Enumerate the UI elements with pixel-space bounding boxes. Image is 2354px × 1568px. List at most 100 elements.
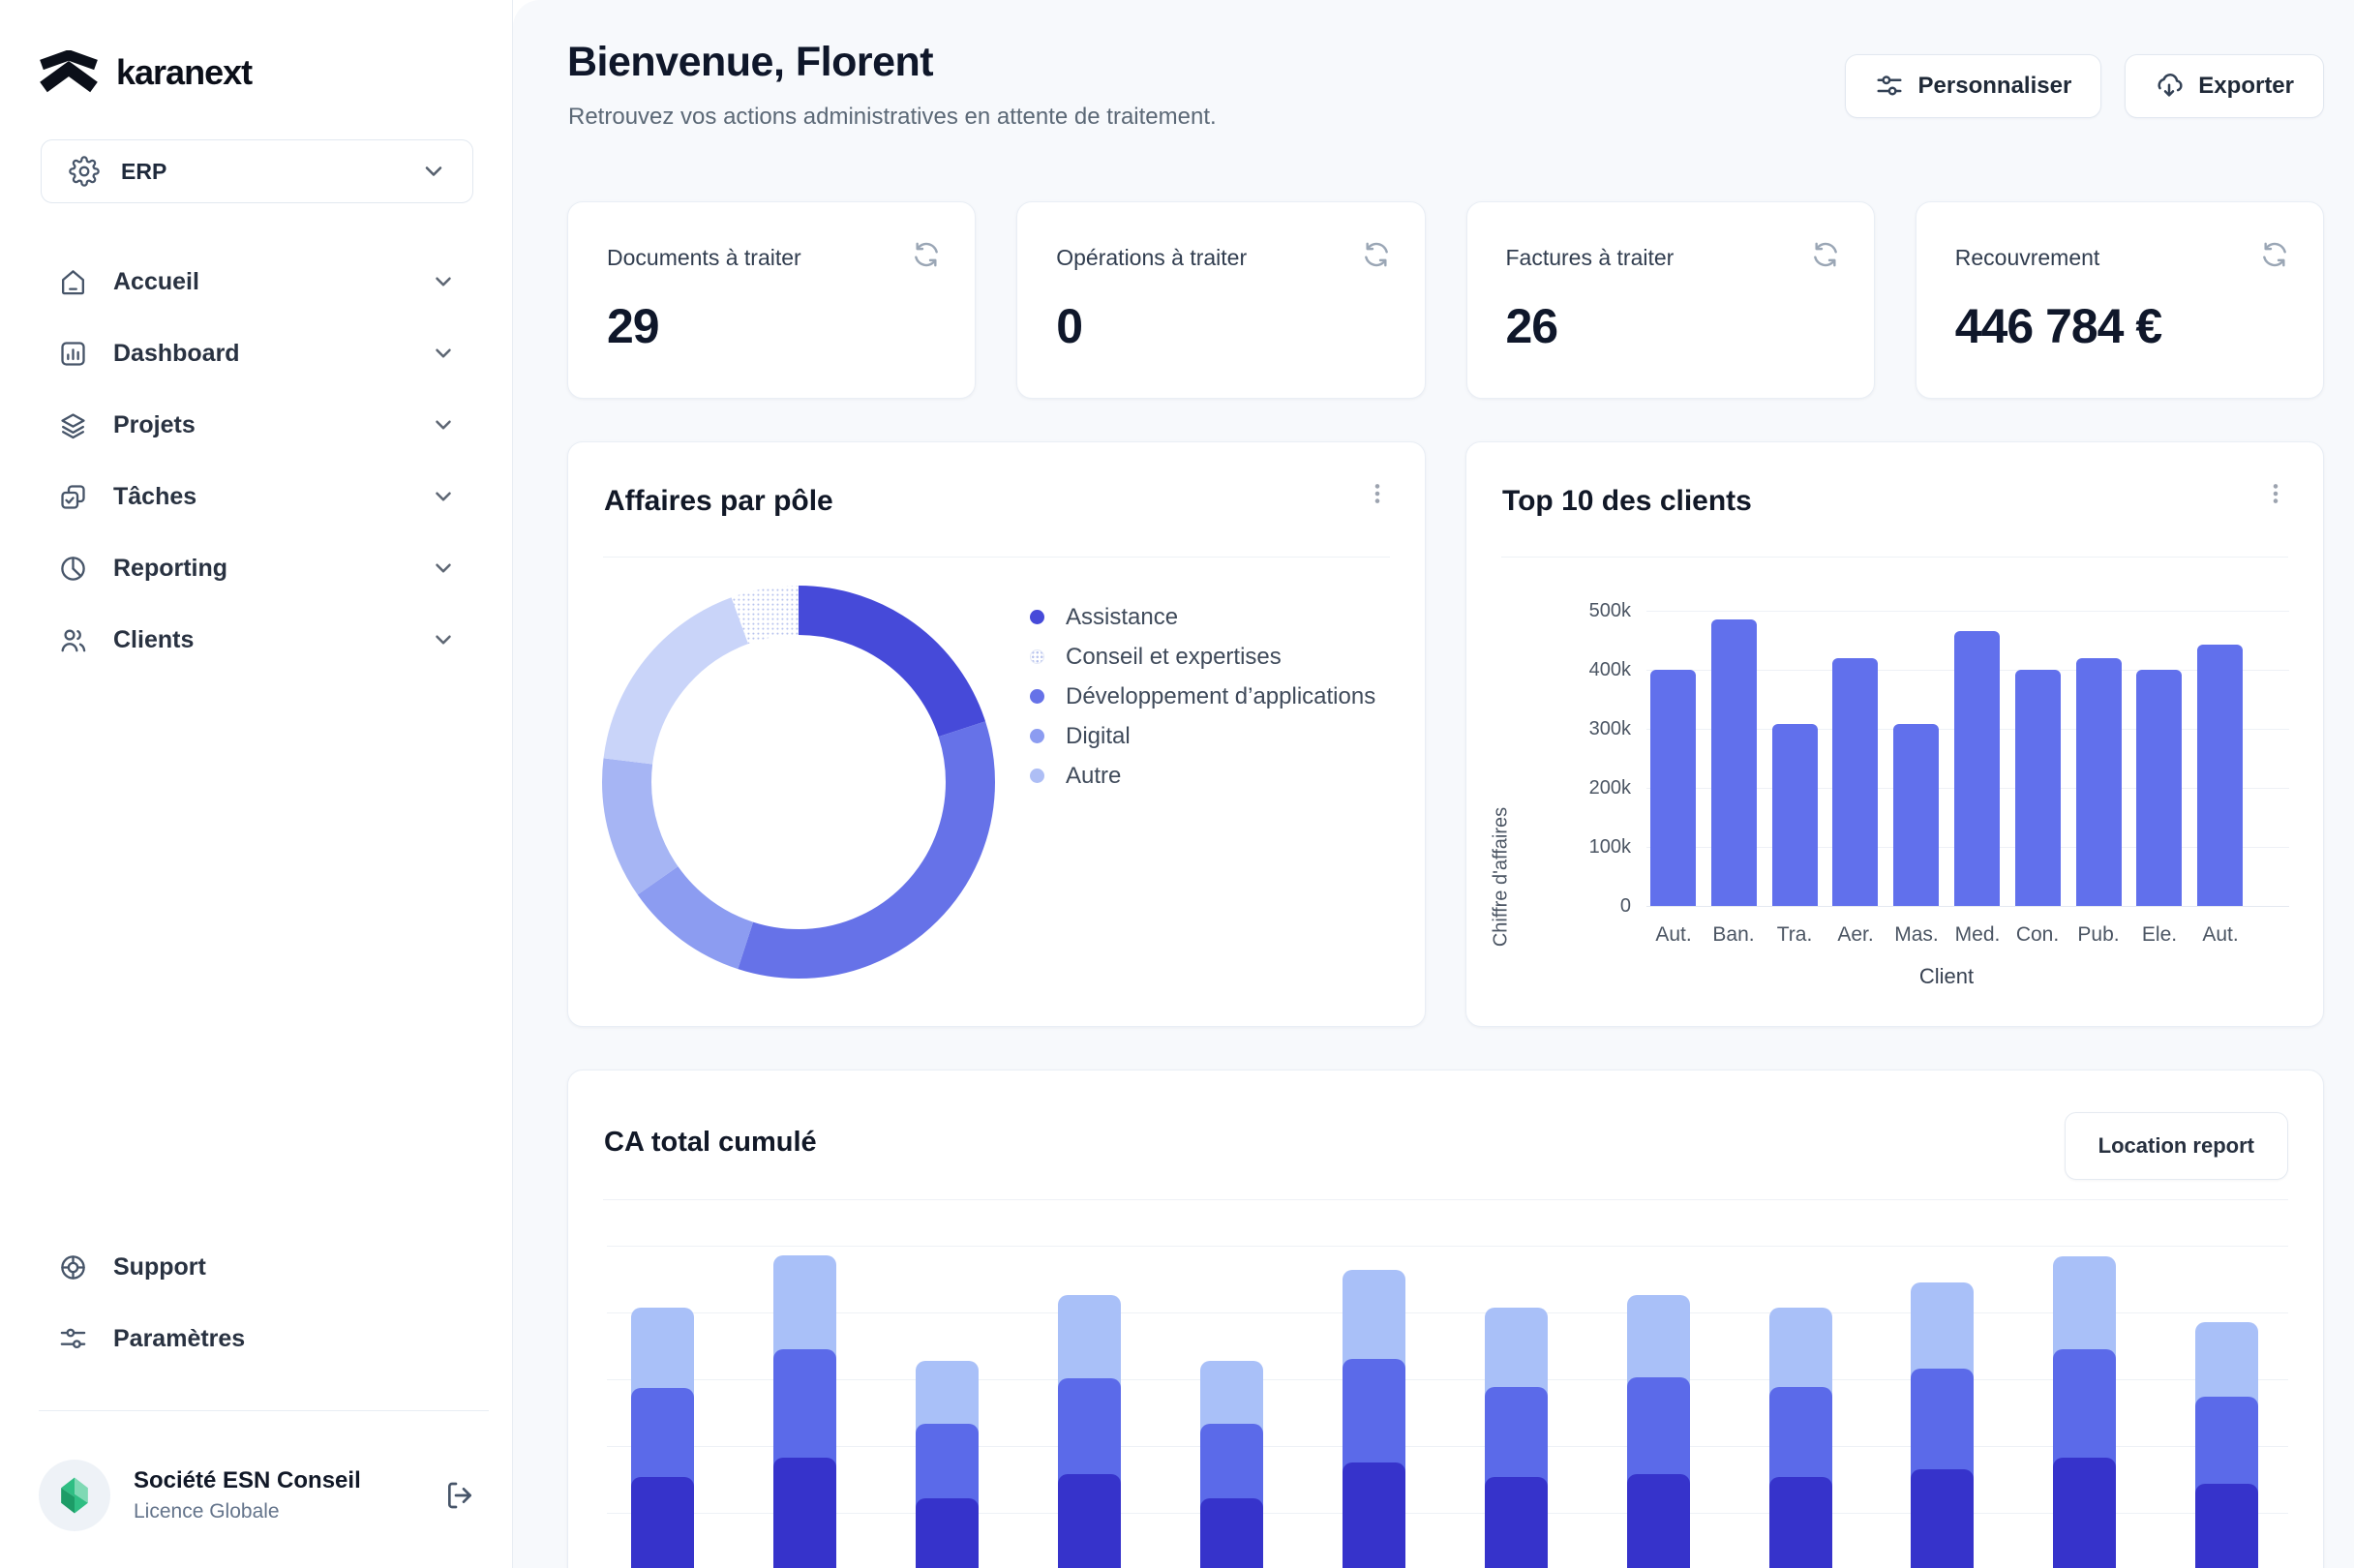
x-axis-title: Client — [1918, 964, 1975, 988]
x-tick-label: Aut. — [1655, 923, 1692, 946]
exporter-label: Exporter — [2198, 73, 2294, 99]
bar-Aer. — [1832, 658, 1878, 906]
bar-Mas. — [1893, 724, 1939, 906]
card-title: CA total cumulé — [604, 1127, 817, 1158]
legend-item: Assistance — [1030, 597, 1375, 637]
chevron-down-icon — [431, 627, 456, 652]
top10-clients-card: Top 10 des clients Chiffre d'affaires Cl… — [1465, 441, 2324, 1027]
refresh-icon[interactable] — [2259, 239, 2290, 270]
gridline — [607, 1312, 2288, 1313]
top10-bar-chart: Chiffre d'affaires Client 0 100k 200k 300k 4… — [1466, 558, 2323, 1026]
ca-stacked-bar-chart — [568, 1200, 2323, 1568]
stacked-bar-bottom-segment — [1627, 1474, 1690, 1568]
logout-icon[interactable] — [444, 1480, 475, 1511]
more-options-icon[interactable] — [2263, 481, 2288, 506]
card-divider — [603, 1199, 2288, 1200]
refresh-icon[interactable] — [1810, 239, 1841, 270]
stat-card: Factures à traiter 26 — [1465, 201, 1875, 399]
y-tick-label: 300k — [1588, 718, 1631, 739]
gridline — [1646, 611, 2289, 612]
card-head: Affaires par pôle — [568, 442, 1425, 558]
parametres-icon — [58, 1324, 88, 1354]
sidebar-item-label: Dashboard — [113, 339, 240, 367]
workspace-select[interactable]: ERP — [41, 139, 473, 203]
bar-Con. — [2015, 670, 2061, 906]
card-title: Top 10 des clients — [1502, 485, 1752, 517]
donut-chart — [602, 586, 995, 979]
stacked-bar — [773, 1255, 836, 1568]
sidebar-item-label: Tâches — [113, 482, 197, 510]
sidebar-item-reporting[interactable]: Reporting — [0, 532, 512, 604]
stacked-bar-bottom-segment — [2195, 1484, 2258, 1568]
stacked-bar-bottom-segment — [2053, 1458, 2116, 1568]
y-tick-label: 100k — [1588, 836, 1631, 858]
page-subtitle: Retrouvez vos actions administratives en… — [568, 104, 1217, 130]
sidebar-item-clients[interactable]: Clients — [0, 604, 512, 676]
card-head: Top 10 des clients — [1466, 442, 2323, 558]
legend-label: Conseil et expertises — [1066, 643, 1282, 670]
x-tick-label: Aut. — [2202, 923, 2239, 946]
sidebar-main-nav: Accueil Dashboard Projets Tâches Reporti… — [0, 246, 512, 676]
org-logo-icon — [61, 1477, 88, 1514]
stat-value: 29 — [607, 299, 660, 353]
stacked-bar — [1627, 1295, 1690, 1568]
gridline — [1646, 906, 2289, 907]
card-head: CA total cumulé Location report — [568, 1070, 2323, 1200]
bar-Ele. — [2136, 670, 2182, 906]
sidebar-item-label: Paramètres — [113, 1324, 246, 1352]
chevron-down-icon — [431, 556, 456, 581]
workspace-label: ERP — [121, 158, 167, 184]
header-actions: Personnaliser Exporter — [1844, 54, 2324, 118]
card-divider — [1501, 557, 2288, 558]
exporter-button[interactable]: Exporter — [2125, 54, 2324, 118]
taches-icon — [58, 482, 88, 512]
org-avatar — [39, 1460, 110, 1531]
stacked-bar — [2195, 1322, 2258, 1568]
x-tick-label: Pub. — [2077, 923, 2120, 946]
legend-color-dot — [1030, 610, 1044, 624]
sidebar-item-projets[interactable]: Projets — [0, 389, 512, 461]
x-tick-label: Aer. — [1837, 923, 1874, 946]
stat-value: 0 — [1056, 299, 1083, 353]
legend-label: Autre — [1066, 762, 1122, 789]
location-report-button[interactable]: Location report — [2064, 1112, 2288, 1180]
sidebar-footer-nav: Support Paramètres — [0, 1231, 512, 1374]
stacked-bar-bottom-segment — [1485, 1477, 1548, 1568]
chevron-down-icon — [431, 269, 456, 294]
gridline — [607, 1513, 2288, 1514]
sidebar-item-taches[interactable]: Tâches — [0, 461, 512, 532]
stacked-bar-bottom-segment — [1769, 1477, 1832, 1568]
stacked-bar-bottom-segment — [1200, 1498, 1263, 1568]
bar-Tra. — [1772, 724, 1818, 906]
stat-card: Documents à traiter 29 — [567, 201, 977, 399]
personnaliser-button[interactable]: Personnaliser — [1844, 54, 2102, 118]
legend-label: Digital — [1066, 722, 1131, 749]
stat-label: Factures à traiter — [1505, 245, 1675, 270]
stat-value: 446 784 € — [1954, 299, 2162, 353]
stacked-bar — [1343, 1270, 1405, 1568]
gridline — [607, 1246, 2288, 1247]
stacked-bar — [916, 1361, 979, 1568]
gridline — [607, 1379, 2288, 1380]
refresh-icon[interactable] — [911, 239, 942, 270]
card-divider — [603, 557, 1390, 558]
more-options-icon[interactable] — [1365, 481, 1390, 506]
y-tick-label: 400k — [1588, 659, 1631, 680]
chevron-down-icon — [431, 484, 456, 509]
stacked-bar-bottom-segment — [773, 1458, 836, 1568]
sidebar-item-support[interactable]: Support — [0, 1231, 512, 1303]
accueil-icon — [58, 267, 88, 297]
legend-color-dot — [1030, 689, 1044, 704]
sidebar-item-accueil[interactable]: Accueil — [0, 246, 512, 317]
x-tick-label: Med. — [1954, 923, 2001, 946]
legend-item: Développement d’applications — [1030, 677, 1375, 716]
stat-label: Opérations à traiter — [1056, 245, 1248, 270]
sidebar-item-label: Clients — [113, 625, 195, 653]
sidebar-item-dashboard[interactable]: Dashboard — [0, 317, 512, 389]
sidebar-item-label: Support — [113, 1252, 206, 1281]
stacked-bar-bottom-segment — [1343, 1462, 1405, 1568]
refresh-icon[interactable] — [1361, 239, 1392, 270]
legend-item: Digital — [1030, 716, 1375, 756]
sidebar-item-parametres[interactable]: Paramètres — [0, 1303, 512, 1374]
